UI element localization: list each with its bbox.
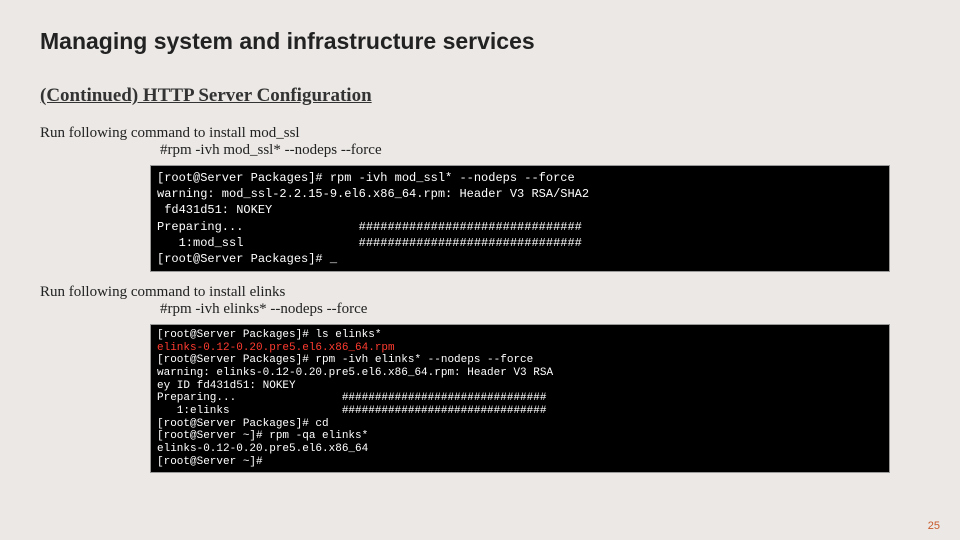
command-text: #rpm -ivh elinks* --nodeps --force bbox=[160, 301, 920, 318]
instruction-block-2: Run following command to install elinks … bbox=[40, 284, 920, 473]
terminal-line: [root@Server Packages]# rpm -ivh mod_ssl… bbox=[157, 171, 575, 185]
terminal-line: [root@Server Packages]# _ bbox=[157, 252, 337, 266]
terminal-output-1: [root@Server Packages]# rpm -ivh mod_ssl… bbox=[150, 165, 890, 272]
terminal-line: [root@Server ~]# bbox=[157, 456, 269, 468]
instruction-block-1: Run following command to install mod_ssl… bbox=[40, 125, 920, 272]
command-text: #rpm -ivh mod_ssl* --nodeps --force bbox=[160, 142, 920, 159]
terminal-line: elinks-0.12-0.20.pre5.el6.x86_64 bbox=[157, 443, 368, 455]
page-title: Managing system and infrastructure servi… bbox=[40, 28, 920, 55]
terminal-line: 1:elinks ############################### bbox=[157, 405, 546, 417]
section-subtitle: (Continued) HTTP Server Configuration bbox=[40, 85, 920, 107]
terminal-line: [root@Server Packages]# rpm -ivh elinks*… bbox=[157, 354, 533, 366]
terminal-line: [root@Server Packages]# cd bbox=[157, 418, 329, 430]
desc-text: Run following command to install mod_ssl bbox=[40, 125, 920, 142]
terminal-line: ey ID fd431d51: NOKEY bbox=[157, 380, 296, 392]
terminal-line: fd431d51: NOKEY bbox=[157, 203, 272, 217]
terminal-line: warning: mod_ssl-2.2.15-9.el6.x86_64.rpm… bbox=[157, 187, 589, 201]
page-number: 25 bbox=[928, 520, 940, 532]
terminal-line: 1:mod_ssl ##############################… bbox=[157, 236, 582, 250]
terminal-line: warning: elinks-0.12-0.20.pre5.el6.x86_6… bbox=[157, 367, 553, 379]
terminal-line: elinks-0.12-0.20.pre5.el6.x86_64.rpm bbox=[157, 342, 395, 354]
terminal-line: [root@Server ~]# rpm -qa elinks* bbox=[157, 430, 368, 442]
terminal-line: [root@Server Packages]# ls elinks* bbox=[157, 329, 381, 341]
terminal-output-2: [root@Server Packages]# ls elinks* elink… bbox=[150, 324, 890, 473]
desc-text: Run following command to install elinks bbox=[40, 284, 920, 301]
terminal-line: Preparing... ###########################… bbox=[157, 220, 582, 234]
terminal-line: Preparing... ###########################… bbox=[157, 392, 546, 404]
